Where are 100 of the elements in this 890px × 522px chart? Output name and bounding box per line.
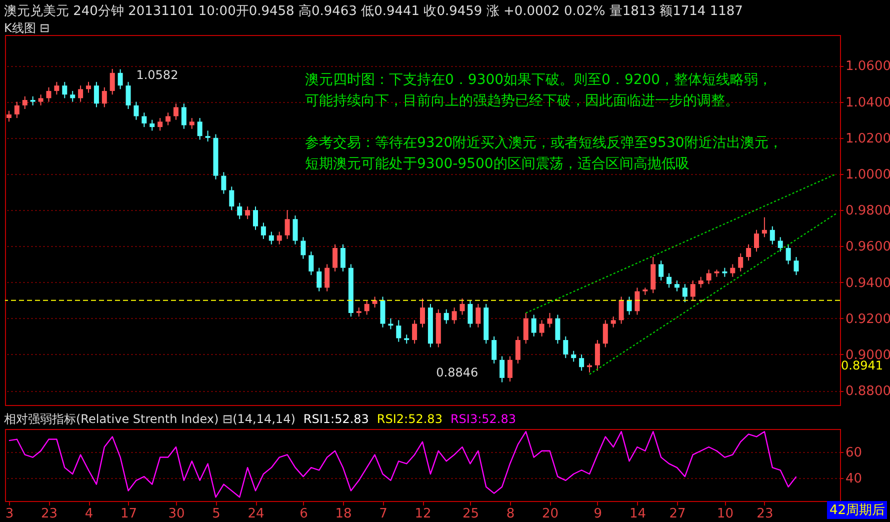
candlestick <box>618 296 624 324</box>
candlestick <box>634 287 640 316</box>
candlestick <box>523 312 528 344</box>
chart-subtitle: K线图 ⊟ <box>4 20 50 37</box>
candlestick <box>284 210 290 240</box>
candlestick <box>492 336 497 364</box>
candlestick <box>229 186 234 211</box>
candlestick <box>730 264 736 278</box>
y-tick-label: 40 <box>846 471 862 486</box>
candlestick <box>515 336 520 364</box>
candlestick <box>380 296 386 328</box>
candlestick <box>500 356 505 383</box>
candlestick <box>674 280 680 292</box>
candlestick <box>6 110 12 122</box>
annotation: 参考交易：等待在9320附近买入澳元，或者短线反弹至9530附近沽出澳元，短期澳元可能处于9300-9500的区间震荡，适合区间高抛低吸 <box>305 134 784 174</box>
candlestick <box>738 252 744 272</box>
candlestick <box>531 314 536 337</box>
x-tick-label: 12 <box>414 506 432 522</box>
candlestick <box>189 118 194 130</box>
x-tick-label: 17 <box>120 506 138 522</box>
candlestick <box>70 90 76 102</box>
candlestick <box>571 350 576 362</box>
candlestick <box>46 86 52 102</box>
candlestick <box>30 96 36 106</box>
candlestick <box>786 244 791 265</box>
candlestick <box>173 103 178 120</box>
candlestick <box>126 81 131 110</box>
candlestick <box>134 101 139 120</box>
candlestick <box>682 284 688 303</box>
y-tick-label: 1.0000 <box>846 167 890 182</box>
candlestick <box>396 320 402 342</box>
candlestick <box>476 303 481 328</box>
candlestick <box>412 320 418 344</box>
text: RSI2:52.83 <box>376 412 442 426</box>
x-tick-label: 5 <box>212 506 220 522</box>
x-tick-label: 4 <box>84 506 94 522</box>
candlestick <box>324 264 330 292</box>
candlestick <box>579 354 584 372</box>
candlestick <box>197 118 202 140</box>
candlestick <box>118 68 123 90</box>
candlestick <box>181 103 186 130</box>
candlestick <box>340 244 346 272</box>
candlestick <box>364 300 370 316</box>
candlestick <box>563 336 568 359</box>
candlestick <box>404 334 410 344</box>
candlestick <box>205 130 210 142</box>
x-tick-label: 14 <box>629 506 646 522</box>
y-tick-label: 1.0400 <box>846 95 890 110</box>
candlestick <box>237 202 242 220</box>
candlestick <box>460 298 465 316</box>
candlestick <box>746 244 752 262</box>
candlestick <box>14 101 20 119</box>
candlestick <box>142 112 147 128</box>
candlestick <box>658 260 664 281</box>
y-tick-label: 0.9600 <box>846 240 890 255</box>
candlestick <box>316 267 322 292</box>
candlestick <box>253 206 258 230</box>
x-tick-label: 7 <box>379 506 388 522</box>
x-tick-label: 24 <box>248 506 264 522</box>
x-tick-label: 25 <box>462 506 479 522</box>
candlestick <box>547 312 552 328</box>
candlestick <box>610 316 616 328</box>
line-series <box>8 430 797 498</box>
candlestick <box>245 206 250 220</box>
candlestick <box>308 251 314 276</box>
candlestick <box>38 94 44 106</box>
text: RSI1:52.83 <box>303 412 369 426</box>
candlestick <box>762 216 767 238</box>
candlestick <box>86 81 91 94</box>
y-tick-label: 1.0200 <box>846 131 890 146</box>
candlestick <box>54 81 60 96</box>
candlestick <box>332 244 338 272</box>
x-tick-label: 23 <box>40 506 58 522</box>
x-tick-label: 10 <box>716 506 734 522</box>
candlestick <box>356 307 362 318</box>
candlestick <box>22 96 28 110</box>
candlestick <box>268 231 274 245</box>
candlestick <box>594 340 600 372</box>
candlestick <box>221 172 226 194</box>
candlestick <box>444 308 449 324</box>
y-tick-label: 1.0600 <box>846 59 890 74</box>
candlestick <box>276 231 282 245</box>
candlestick <box>110 68 115 96</box>
y-tick-label: 0.8800 <box>846 384 890 400</box>
text: 0.8941 <box>841 358 884 372</box>
candlestick <box>94 81 99 108</box>
y-tick-label: 0.9200 <box>846 312 890 327</box>
x-tick-label: 18 <box>335 506 352 522</box>
x-tick-label: 23 <box>756 506 774 522</box>
chart-title: 相对强弱指标(Relative Strenth Index) ⊟(14,14,14) <box>4 412 296 426</box>
candlestick <box>78 85 84 102</box>
candlestick <box>754 229 759 252</box>
x-tick-label: 3 <box>5 506 14 522</box>
candlestick <box>166 112 171 126</box>
candlestick <box>778 236 783 252</box>
annotation: 澳元四时图：下支持在0．9300如果下破。则至0．9200，整体短线略弱，可能持续向下，目前向上的强趋势已经下破，因此面临进一步的调整。 <box>305 71 774 111</box>
candlestick <box>292 214 298 245</box>
candlestick <box>690 280 696 301</box>
x-tick-label: 27 <box>669 506 686 522</box>
candlestick <box>507 356 512 382</box>
